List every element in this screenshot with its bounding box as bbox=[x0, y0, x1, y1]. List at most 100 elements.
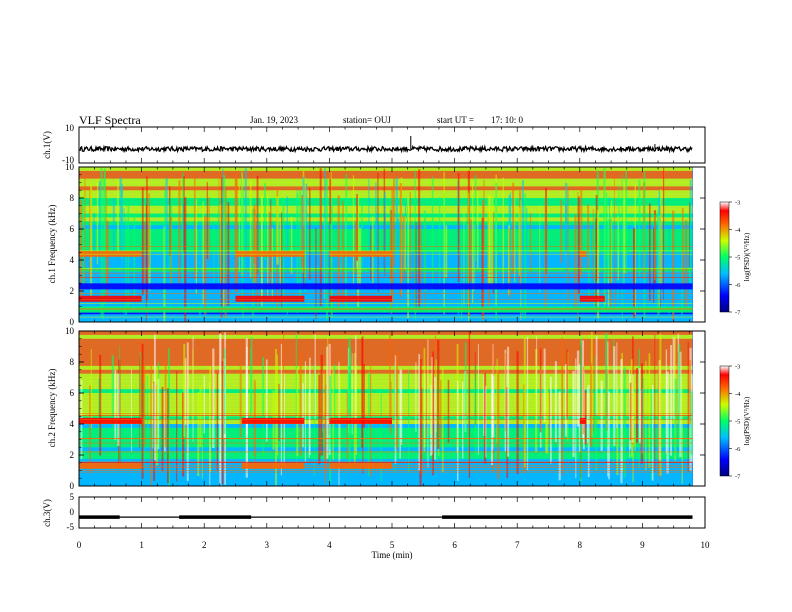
ch2-spectrogram-image bbox=[79, 331, 695, 487]
sferic-streak bbox=[580, 186, 583, 277]
sferic-streak bbox=[603, 167, 606, 312]
spectrogram-row bbox=[79, 385, 693, 390]
sferic-streak bbox=[616, 387, 619, 475]
sferic-streak bbox=[610, 215, 612, 277]
sferic-streak bbox=[648, 353, 651, 468]
sferic-streak bbox=[572, 370, 575, 458]
y-tick-label: 0 bbox=[70, 317, 75, 327]
sferic-streak bbox=[548, 390, 551, 442]
sferic-streak bbox=[309, 188, 311, 280]
colorbar-tick-label: -7 bbox=[735, 310, 741, 317]
sferic-streak bbox=[354, 220, 357, 274]
sferic-streak bbox=[98, 378, 101, 436]
spectrogram-row bbox=[79, 354, 693, 359]
sferic-streak bbox=[143, 382, 145, 468]
sferic-streak bbox=[508, 225, 511, 295]
y-tick-label: 10 bbox=[65, 326, 75, 336]
sferic-streak bbox=[252, 208, 254, 317]
ch1-spectrogram-blank bbox=[693, 167, 705, 322]
sferic-streak bbox=[606, 220, 609, 291]
sferic-streak bbox=[516, 351, 519, 474]
sferic-streak bbox=[262, 356, 265, 456]
sferic-streak bbox=[668, 227, 670, 319]
sferic-streak bbox=[617, 215, 619, 281]
sferic-streak bbox=[659, 333, 662, 476]
ch1-ylabel: ch.1(V) bbox=[42, 131, 52, 159]
sferic-streak bbox=[241, 171, 243, 312]
sferic-streak bbox=[397, 218, 400, 287]
sferic-streak bbox=[400, 369, 403, 445]
spectrogram-row bbox=[79, 412, 693, 417]
sferic-streak bbox=[593, 391, 596, 447]
ch2-colorbar-label: log(PSD)(V²/Hz) bbox=[743, 396, 751, 445]
spectrogram-row bbox=[79, 424, 693, 429]
emission-band bbox=[235, 295, 305, 302]
sferic-streak bbox=[202, 201, 204, 305]
ch3-ytick-mid: 0 bbox=[70, 507, 75, 517]
sferic-streak bbox=[244, 167, 247, 286]
spectrogram-row bbox=[79, 439, 693, 444]
spectrogram-row bbox=[79, 474, 693, 479]
sferic-streak bbox=[574, 214, 577, 312]
sferic-streak bbox=[146, 376, 149, 444]
sferic-streak bbox=[281, 212, 283, 310]
spectrogram-row bbox=[79, 170, 693, 176]
sferic-streak bbox=[351, 353, 353, 435]
sferic-streak bbox=[567, 351, 569, 441]
sferic-streak bbox=[564, 364, 568, 437]
sferic-streak bbox=[593, 216, 596, 311]
sferic-streak bbox=[320, 354, 323, 456]
sferic-streak bbox=[201, 389, 203, 479]
time-tick-label: 2 bbox=[202, 540, 207, 550]
sferic-streak bbox=[324, 167, 326, 310]
sferic-streak bbox=[361, 202, 363, 274]
y-tick-label: 8 bbox=[70, 193, 75, 203]
spectrogram-row bbox=[79, 458, 693, 464]
colorbar-tick-label: -4 bbox=[735, 227, 741, 234]
sferic-streak bbox=[426, 348, 428, 437]
sferic-streak bbox=[671, 210, 675, 321]
sferic-streak bbox=[623, 200, 625, 286]
sferic-streak bbox=[150, 341, 152, 486]
spectrogram-row bbox=[79, 393, 693, 398]
sferic-streak bbox=[414, 169, 416, 320]
sferic-streak bbox=[303, 223, 306, 292]
sferic-streak bbox=[178, 180, 181, 284]
sferic-streak bbox=[560, 199, 563, 263]
sferic-streak bbox=[105, 185, 107, 302]
sferic-streak bbox=[590, 227, 593, 299]
sferic-streak bbox=[474, 364, 477, 455]
sferic-streak bbox=[666, 371, 669, 474]
spectrogram-row bbox=[79, 331, 693, 336]
sferic-streak bbox=[299, 351, 302, 456]
sferic-streak bbox=[355, 335, 357, 423]
y-tick-label: 6 bbox=[70, 224, 75, 234]
y-tick-label: 0 bbox=[70, 481, 75, 491]
sferic-streak bbox=[443, 171, 445, 315]
sferic-streak bbox=[235, 172, 238, 292]
sferic-streak bbox=[429, 373, 432, 435]
sferic-streak bbox=[216, 372, 219, 471]
sferic-streak bbox=[607, 219, 610, 279]
sferic-streak bbox=[474, 379, 476, 447]
sferic-streak bbox=[492, 343, 494, 449]
sferic-streak bbox=[630, 359, 633, 458]
sferic-streak bbox=[271, 227, 274, 303]
sferic-streak bbox=[614, 175, 615, 311]
sferic-streak bbox=[437, 339, 440, 449]
sferic-streak bbox=[657, 358, 660, 477]
sferic-streak bbox=[203, 375, 206, 434]
sferic-streak bbox=[319, 168, 322, 307]
emission-band bbox=[329, 250, 392, 257]
spectrogram-row bbox=[79, 314, 693, 319]
sferic-streak bbox=[213, 225, 215, 286]
sferic-streak bbox=[621, 174, 623, 322]
ch1-colorbar bbox=[719, 201, 730, 313]
sferic-streak bbox=[518, 190, 522, 289]
sferic-streak bbox=[280, 343, 283, 476]
sferic-streak bbox=[632, 376, 634, 483]
sferic-streak bbox=[546, 389, 549, 454]
emission-band bbox=[579, 250, 587, 257]
sferic-streak bbox=[456, 380, 459, 481]
